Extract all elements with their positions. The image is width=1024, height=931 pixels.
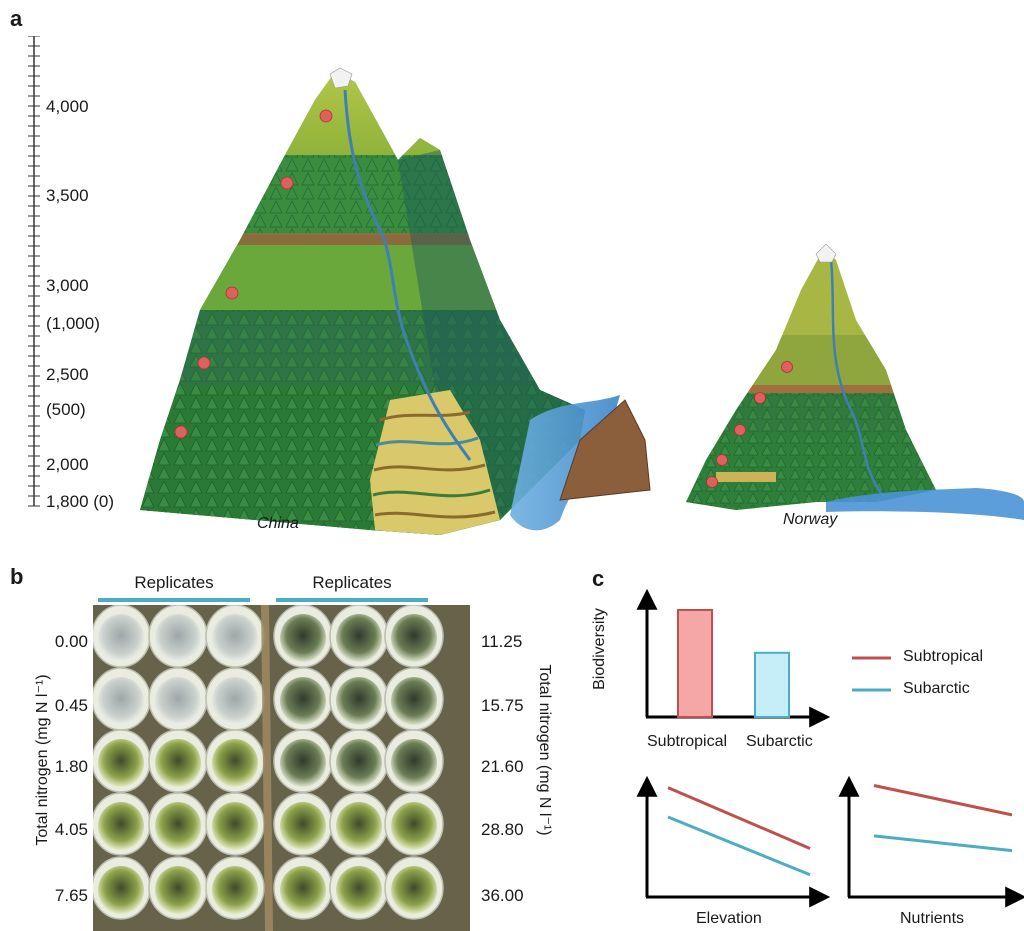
- cup-water: [212, 677, 258, 725]
- cup-water: [212, 614, 258, 662]
- replicates-bar-left: [98, 598, 250, 602]
- cup-water: [336, 614, 382, 662]
- cup-water: [280, 677, 326, 725]
- panel-a-letter: a: [10, 6, 23, 31]
- cup-water: [212, 802, 258, 850]
- cup-water: [391, 614, 437, 662]
- bar-subarctic: [754, 651, 790, 718]
- ruler-label-4000: 4,000: [46, 97, 89, 116]
- panel-c-letter: c: [592, 566, 605, 591]
- line-elevation-subtropical: [667, 786, 811, 850]
- cup-water: [98, 866, 144, 914]
- x-label-elevation: Elevation: [696, 910, 762, 927]
- bar-label-subarctic: Subarctic: [746, 733, 813, 750]
- line-nutrients-subarctic: [873, 834, 1013, 853]
- elevation-ruler: [28, 36, 40, 507]
- right-value: 15.75: [481, 696, 524, 715]
- cup-water: [391, 739, 437, 787]
- cup-water: [98, 677, 144, 725]
- right-value: 21.60: [481, 757, 524, 776]
- caption-norway: Norway: [783, 511, 838, 528]
- cup-water: [336, 677, 382, 725]
- legend-label-subtropical: Subtropical: [903, 648, 984, 665]
- cup-water: [280, 614, 326, 662]
- cup-water: [391, 677, 437, 725]
- ruler-label-3000: 3,000: [46, 276, 89, 295]
- bar-subtropical: [677, 609, 713, 718]
- right-value: 28.80: [481, 820, 524, 839]
- caption-china: China: [257, 515, 299, 532]
- cup-water: [391, 802, 437, 850]
- cup-water: [98, 802, 144, 850]
- cup-water: [280, 739, 326, 787]
- cup-water: [155, 614, 201, 662]
- cup-water: [280, 866, 326, 914]
- cup-water: [155, 866, 201, 914]
- left-value: 1.80: [54, 757, 88, 776]
- panel-b-letter: b: [10, 564, 24, 589]
- cup-water: [212, 866, 258, 914]
- ruler-label-2000: 2,000: [46, 455, 89, 474]
- cup-water: [155, 739, 201, 787]
- cup-water: [155, 677, 201, 725]
- cup-water: [212, 739, 258, 787]
- ruler-label-1800: 1,800 (0): [46, 492, 115, 511]
- cup-water: [98, 614, 144, 662]
- norway-mountain-illustration: [686, 243, 1024, 520]
- ruler-label-1000: (1,000): [46, 314, 100, 333]
- cup-water: [98, 739, 144, 787]
- replicates-label-left: Replicates: [134, 573, 214, 592]
- cup-water: [336, 866, 382, 914]
- legend-label-subarctic: Subarctic: [903, 680, 970, 697]
- left-value: 7.65: [54, 886, 88, 905]
- replicates-bar-right: [276, 598, 428, 602]
- cup-water: [336, 739, 382, 787]
- ruler-label-500: (500): [46, 400, 86, 419]
- left-value: 0.00: [54, 632, 88, 651]
- cup-water: [391, 866, 437, 914]
- china-mountain-illustration: [140, 67, 651, 535]
- cup-water: [280, 802, 326, 850]
- right-value: 36.00: [481, 886, 524, 905]
- x-label-nutrients: Nutrients: [900, 910, 965, 927]
- cup-water: [155, 802, 201, 850]
- line-nutrients-subtropical: [873, 784, 1013, 817]
- line-elevation-subarctic: [667, 815, 811, 877]
- ruler-label-2500: 2,500: [46, 365, 89, 384]
- bar-label-subtropical: Subtropical: [647, 733, 728, 750]
- replicates-label-right: Replicates: [312, 573, 392, 592]
- panel-c-charts: [636, 588, 1024, 908]
- right-value: 11.25: [481, 632, 523, 651]
- ruler-label-3500: 3,500: [46, 186, 89, 205]
- mesocosm-cups-photo: [93, 605, 470, 931]
- left-value: 4.05: [54, 820, 88, 839]
- left-value: 0.45: [54, 696, 88, 715]
- cup-water: [336, 802, 382, 850]
